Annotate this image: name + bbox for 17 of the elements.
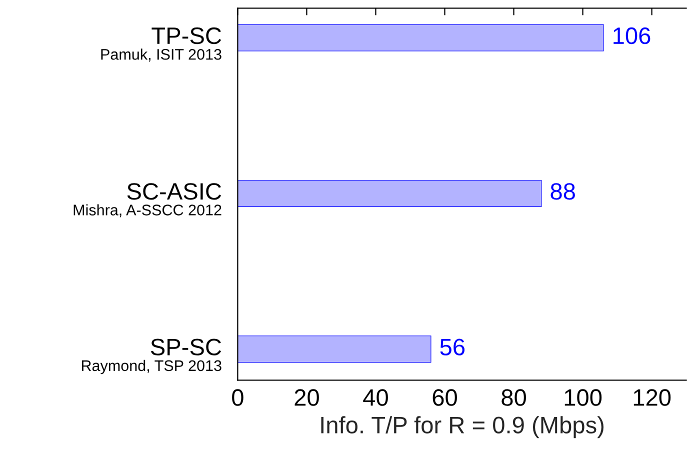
bar (238, 180, 542, 207)
x-tick-label: 80 (502, 389, 526, 406)
bar (238, 24, 604, 52)
y-tick-label: SP-SC Raymond, TSP 2013 (82, 338, 222, 374)
x-tick-label: 0 (232, 389, 244, 406)
data-label: 88 (550, 183, 575, 200)
y-tick-label: SC-ASIC Mishra, A-SSCC 2012 (74, 183, 222, 218)
x-tick-label: 120 (634, 389, 671, 406)
x-tick-label: 60 (432, 389, 457, 406)
x-tick-label: 40 (363, 389, 388, 406)
data-label: 56 (440, 338, 465, 356)
y-tick-label: TP-SC Pamuk, ISIT 2013 (101, 27, 222, 62)
x-tick-label: 20 (294, 389, 319, 406)
x-tick-label: 100 (564, 389, 602, 406)
x-axis-title: Info. T/P for R = 0.9 (Mbps) (321, 416, 604, 438)
bar (238, 336, 432, 363)
data-label: 106 (614, 27, 650, 44)
